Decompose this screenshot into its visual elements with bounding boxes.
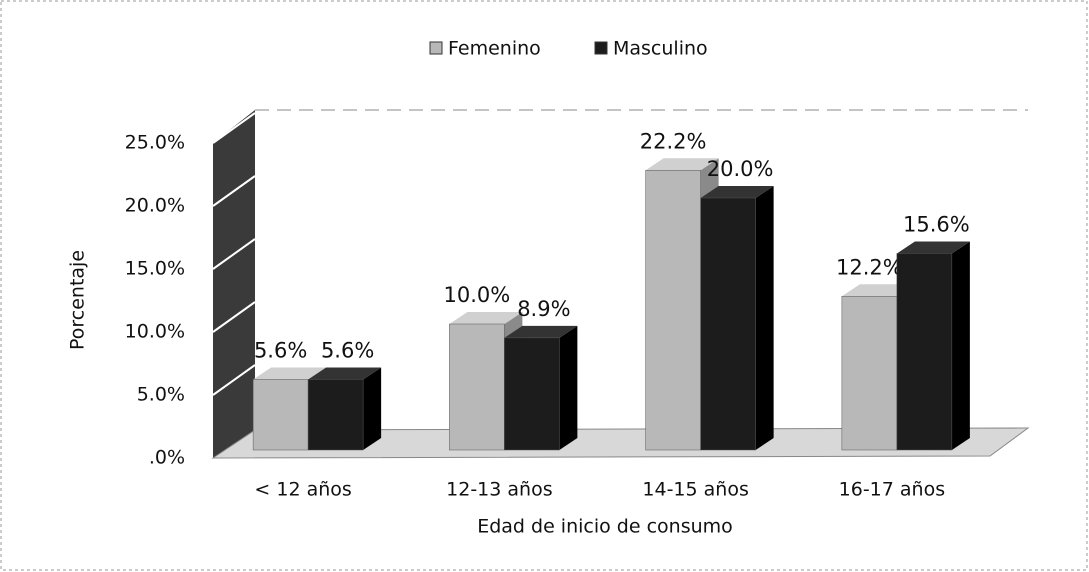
y-tick-label: 10.0% <box>125 321 185 343</box>
legend-swatch <box>594 41 608 55</box>
value-label: 22.2% <box>640 129 707 153</box>
value-label: 5.6% <box>254 338 307 362</box>
grid-line <box>212 364 256 396</box>
floor <box>211 427 1030 459</box>
bar <box>504 337 560 451</box>
value-label: 12.2% <box>836 255 903 279</box>
bar <box>841 296 898 451</box>
bar <box>645 170 701 451</box>
bar-top <box>449 312 523 324</box>
bar-side <box>951 241 970 450</box>
x-tick-label: 16-17 años <box>839 479 945 501</box>
x-tick-label: 14-15 años <box>642 479 748 501</box>
bar <box>896 253 953 451</box>
bar-top <box>308 367 382 380</box>
value-label: 5.6% <box>321 338 374 362</box>
bar-top <box>700 186 774 198</box>
bar <box>252 379 309 451</box>
bar-top <box>504 325 578 338</box>
bar <box>449 323 505 451</box>
value-label: 15.6% <box>903 212 970 236</box>
y-tick-label: 25.0% <box>125 132 185 154</box>
y-tick-label: .0% <box>149 447 185 469</box>
legend-label: Femenino <box>448 38 541 60</box>
legend-swatch <box>429 41 443 55</box>
value-label: 10.0% <box>444 283 511 307</box>
bar-top <box>645 158 719 171</box>
bar <box>307 379 364 451</box>
legend-label: Masculino <box>613 38 708 60</box>
y-tick-label: 5.0% <box>137 384 185 406</box>
bar-side <box>559 325 578 450</box>
bar-top <box>253 367 327 380</box>
x-tick-label: < 12 años <box>254 479 351 501</box>
value-label: 8.9% <box>517 297 570 321</box>
x-axis-label: Edad de inicio de consumo <box>477 516 733 538</box>
value-label: 20.0% <box>707 157 774 181</box>
y-axis-label: Porcentaje <box>67 250 89 350</box>
grid-line <box>212 301 256 333</box>
x-tick-label: 12-13 años <box>446 479 552 501</box>
grid-line <box>212 112 256 144</box>
y-tick-label: 15.0% <box>125 258 185 280</box>
bar <box>700 197 756 451</box>
back-wall <box>213 110 255 458</box>
grid-line <box>212 238 256 270</box>
bar-side <box>363 367 382 450</box>
y-tick-label: 20.0% <box>125 195 185 217</box>
grid-line <box>212 175 256 207</box>
bar-side <box>755 186 774 450</box>
bar-top <box>896 241 970 254</box>
